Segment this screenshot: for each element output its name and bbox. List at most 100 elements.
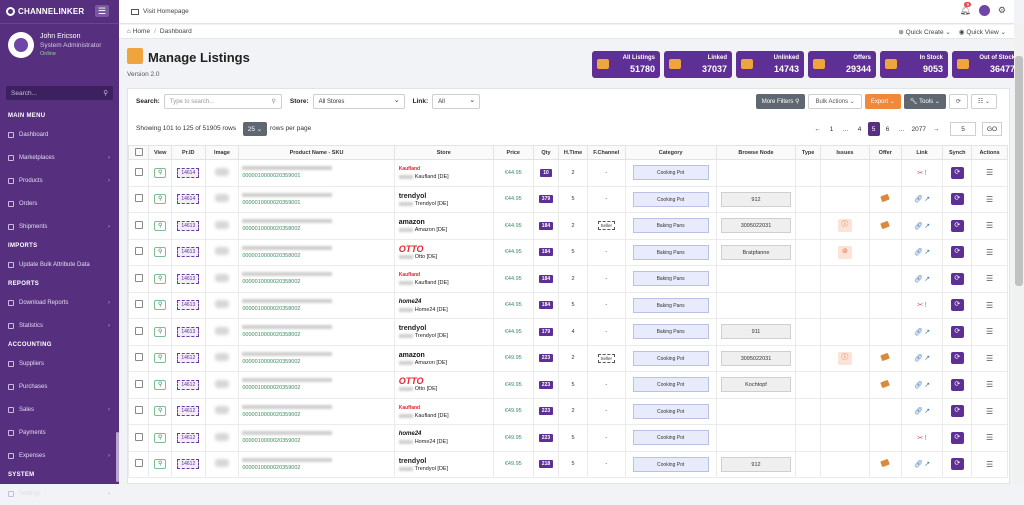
category-field[interactable]: Cooking Pot [632, 430, 709, 446]
column-header[interactable]: Synch [942, 145, 973, 160]
browse-node-field[interactable]: Bratpfanne [720, 244, 791, 260]
columns-icon[interactable]: ☷ ⌄ [970, 94, 997, 109]
product-id[interactable]: 14613 [177, 220, 200, 231]
offer-tag-icon[interactable] [880, 353, 891, 362]
category-field[interactable]: Cooking Pot [632, 165, 709, 181]
actions-menu-icon[interactable]: ☰ [985, 353, 994, 363]
table-row[interactable]: ⚲ 14612 0000010000020359002 Kaufland Kauf… [127, 397, 1008, 425]
stat-card-unlinked[interactable]: Unlinked 14743 [736, 51, 804, 78]
actions-menu-icon[interactable]: ☰ [985, 380, 994, 390]
view-icon[interactable]: ⚲ [154, 379, 167, 390]
sync-icon[interactable]: ⟳ [950, 352, 964, 365]
table-row[interactable]: ⚲ 14612 0000010000020359002 home24 Home24… [127, 424, 1008, 452]
page-scrollbar[interactable] [1014, 24, 1024, 484]
link-icon[interactable]: 🔗︎ [913, 249, 923, 257]
refresh-icon[interactable]: ⟳ [948, 94, 968, 109]
rows-per-page-select[interactable]: 25 ⌄ [243, 122, 267, 136]
prev-page-button[interactable]: ← [814, 125, 821, 133]
link-icon[interactable]: 🔗︎ [913, 408, 923, 416]
link-icon[interactable]: 🔗︎ [913, 461, 923, 469]
browse-node-field[interactable]: 912 [720, 191, 791, 207]
external-link-icon[interactable]: ↗ [924, 196, 931, 204]
scroll-thumb[interactable] [1015, 56, 1023, 286]
table-row[interactable]: ⚲ 14613 0000010000020358002 home24 Home24… [127, 291, 1008, 319]
sidebar-item-marketplaces[interactable]: Marketplaces › [0, 146, 119, 169]
stat-card-linked[interactable]: Linked 37037 [664, 51, 732, 78]
column-header[interactable]: Store [393, 145, 494, 160]
link-icon[interactable]: 🔗︎ [913, 381, 923, 389]
column-header[interactable]: H.Time [558, 145, 588, 160]
column-header[interactable]: Price [492, 145, 534, 160]
column-header[interactable]: F.Channel [586, 145, 626, 160]
table-row[interactable]: ⚲ 14614 0000010000020359001 Kaufland Kauf… [127, 159, 1008, 187]
column-header[interactable]: Pr.ID [170, 145, 206, 160]
browse-node-field[interactable]: 3095022031 [720, 350, 791, 366]
product-id[interactable]: 14613 [177, 300, 200, 311]
sidebar-item-shipments[interactable]: Shipments › [0, 215, 119, 238]
product-id[interactable]: 14614 [177, 167, 200, 178]
product-sku[interactable]: 0000010000020358002 [242, 252, 301, 259]
external-link-icon[interactable]: ↗ [924, 381, 931, 389]
column-header[interactable]: Category [624, 145, 717, 160]
sync-icon[interactable]: ⟳ [950, 166, 964, 179]
product-sku[interactable]: 0000010000020358002 [242, 305, 301, 312]
category-field[interactable]: Cooking Pot [632, 403, 709, 419]
actions-menu-icon[interactable]: ☰ [985, 221, 994, 231]
table-row[interactable]: ⚲ 14613 0000010000020358002 trendyol Tren… [127, 318, 1008, 346]
stat-card-all-listings[interactable]: All Listings 51780 [592, 51, 660, 78]
product-id[interactable]: 14613 [177, 247, 200, 258]
sidebar-item-orders[interactable]: Orders [0, 192, 119, 215]
link-icon[interactable]: 🔗︎ [913, 328, 923, 336]
external-link-icon[interactable]: ↗ [924, 249, 931, 257]
page-button[interactable]: 2077 [911, 125, 926, 133]
search-icon[interactable]: ⚲ [103, 90, 108, 97]
sync-icon[interactable]: ⟳ [950, 272, 964, 285]
sidebar-item-products[interactable]: Products › [0, 169, 119, 192]
stat-card-in-stock[interactable]: In Stock 9053 [880, 51, 948, 78]
user-avatar[interactable] [978, 5, 990, 16]
breadcrumb-home[interactable]: ⌂ Home [127, 28, 151, 35]
browse-node-field[interactable]: Kochtopf [720, 377, 791, 393]
product-id[interactable]: 14612 [177, 432, 200, 443]
row-checkbox[interactable] [134, 300, 143, 309]
actions-menu-icon[interactable]: ☰ [985, 274, 994, 284]
store-select[interactable]: All Stores [312, 94, 405, 109]
info-issue-icon[interactable]: ⓘ [837, 219, 852, 233]
search-input[interactable]: Type to search... ⚲ [163, 94, 282, 109]
stat-card-offers[interactable]: Offers 29344 [808, 51, 876, 78]
column-header[interactable]: Offer [868, 145, 902, 160]
product-sku[interactable]: 0000010000020358002 [242, 279, 301, 286]
row-checkbox[interactable] [134, 220, 143, 229]
sync-icon[interactable]: ⟳ [950, 378, 964, 391]
product-id[interactable]: 14613 [177, 273, 200, 284]
brand[interactable]: CHANNELINKER [0, 0, 119, 24]
table-row[interactable]: ⚲ 14612 0000010000020359002 trendyol Tren… [127, 450, 1008, 478]
quick-create-button[interactable]: ⊕ Quick Create ⌄ [898, 28, 951, 36]
row-checkbox[interactable] [134, 247, 143, 256]
go-button[interactable]: GO [982, 122, 1002, 136]
category-field[interactable]: Cooking Pot [632, 377, 709, 393]
category-field[interactable]: Cooking Pot [632, 456, 709, 472]
link-icon[interactable]: 🔗︎ [913, 196, 923, 204]
row-checkbox[interactable] [134, 273, 143, 282]
sidebar-item-suppliers[interactable]: Suppliers [0, 352, 119, 375]
actions-menu-icon[interactable]: ☰ [985, 327, 994, 337]
sidebar-item-expenses[interactable]: Expenses › [0, 444, 119, 467]
ban-issue-icon[interactable]: ⊘ [837, 245, 852, 259]
sidebar-item-sales[interactable]: Sales › [0, 398, 119, 421]
sync-icon[interactable]: ⟳ [950, 193, 964, 206]
product-sku[interactable]: 0000010000020359002 [242, 358, 301, 365]
category-field[interactable]: Cooking Pot [632, 350, 709, 366]
product-sku[interactable]: 0000010000020359002 [242, 411, 301, 418]
export-button[interactable]: Export ⌄ [864, 94, 901, 109]
view-icon[interactable]: ⚲ [154, 459, 167, 470]
sync-icon[interactable]: ⟳ [950, 246, 964, 259]
row-checkbox[interactable] [134, 167, 143, 176]
link-icon[interactable]: 🔗︎ [913, 275, 923, 283]
view-icon[interactable]: ⚲ [154, 432, 167, 443]
table-row[interactable]: ⚲ 14612 0000010000020359002 OTTO Otto [DE… [127, 371, 1008, 399]
browse-node-field[interactable]: 912 [720, 456, 791, 472]
external-link-icon[interactable]: ↗ [924, 461, 931, 469]
product-id[interactable]: 14612 [177, 459, 200, 470]
product-id[interactable]: 14612 [177, 379, 200, 390]
